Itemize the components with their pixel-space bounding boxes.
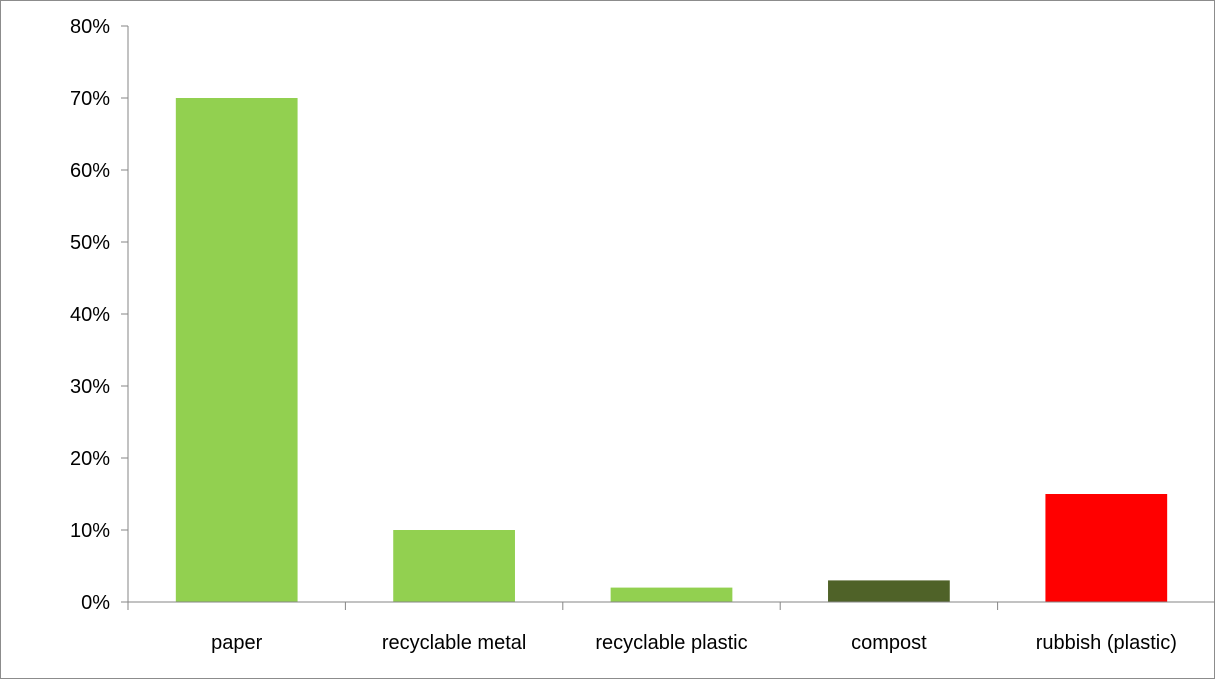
y-tick-label: 10% bbox=[70, 520, 110, 542]
y-tick-label: 40% bbox=[70, 304, 110, 326]
y-tick-label: 20% bbox=[70, 448, 110, 470]
bar-recyclable-metal bbox=[393, 530, 515, 602]
axes bbox=[127, 26, 1215, 603]
x-tick-label: paper bbox=[211, 632, 262, 654]
bar-paper bbox=[175, 98, 298, 602]
x-tick-label: recyclable metal bbox=[382, 632, 527, 654]
bar-rubbish-plastic bbox=[1045, 494, 1168, 602]
bars bbox=[175, 98, 1168, 602]
x-tick-label: rubbish (plastic) bbox=[1036, 632, 1177, 654]
y-tick-label: 70% bbox=[70, 88, 110, 110]
y-tick-label: 0% bbox=[81, 592, 110, 614]
x-tick-label: compost bbox=[851, 632, 927, 654]
y-axis-labels: 0% 10% 20% 30% 40% 50% 60% 70% 80% bbox=[70, 16, 110, 614]
y-tick-label: 30% bbox=[70, 376, 110, 398]
x-tick-label: recyclable plastic bbox=[595, 632, 747, 654]
y-tick-label: 60% bbox=[70, 160, 110, 182]
x-axis-ticks bbox=[127, 602, 1215, 610]
bar-recyclable-plastic bbox=[610, 587, 733, 602]
y-tick-label: 50% bbox=[70, 232, 110, 254]
x-axis-labels: paper recyclable metal recyclable plastic c… bbox=[211, 632, 1177, 654]
bar-compost bbox=[828, 580, 950, 602]
y-axis-ticks bbox=[121, 25, 128, 603]
y-tick-label: 80% bbox=[70, 16, 110, 38]
